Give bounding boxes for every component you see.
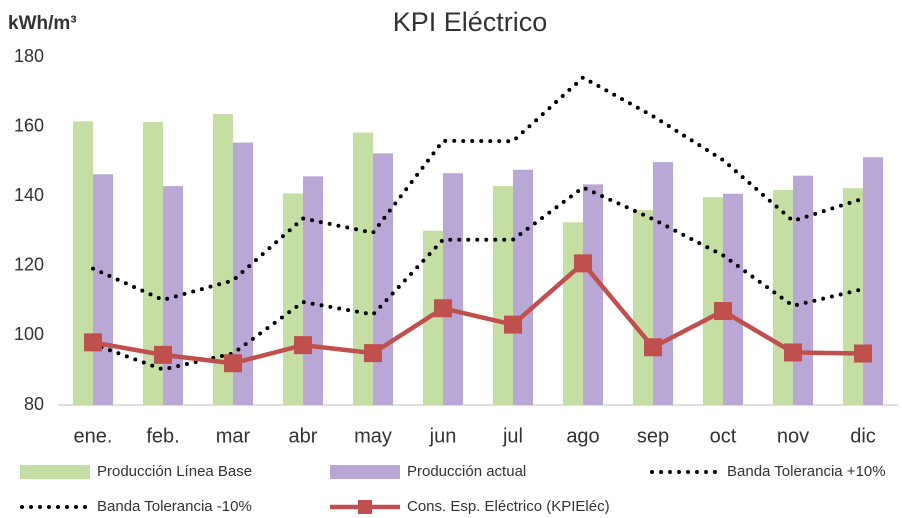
marker	[434, 299, 452, 318]
bar	[493, 186, 513, 405]
legend-swatch	[20, 465, 90, 479]
marker	[714, 302, 732, 321]
bar	[93, 174, 113, 405]
marker	[574, 254, 592, 273]
bar	[563, 222, 583, 405]
x-tick-label: abr	[289, 425, 318, 447]
x-tick-label: ene.	[74, 425, 113, 447]
marker	[364, 344, 382, 363]
x-tick-label: jun	[429, 425, 457, 447]
marker	[84, 333, 102, 352]
marker	[224, 354, 242, 373]
bar	[303, 176, 323, 405]
marker	[154, 345, 172, 364]
bar	[793, 175, 813, 405]
x-tick-label: sep	[637, 425, 669, 447]
y-tick-label: 180	[14, 46, 44, 66]
bar	[353, 132, 373, 406]
bar	[213, 114, 233, 406]
bar	[143, 122, 163, 406]
marker	[854, 344, 872, 363]
dotted-line	[91, 185, 865, 372]
marker	[504, 315, 522, 334]
bar	[443, 173, 463, 405]
bar	[843, 188, 863, 405]
x-tick-label: feb.	[146, 425, 179, 447]
x-tick-label: ago	[566, 425, 599, 447]
legend-label: Banda Tolerancia -10%	[97, 498, 252, 515]
bar	[163, 186, 183, 405]
y-tick-label: 80	[24, 394, 44, 414]
bar	[633, 210, 653, 405]
bar	[653, 162, 673, 405]
x-tick-label: nov	[777, 425, 809, 447]
x-tick-label: oct	[710, 425, 737, 447]
bar	[513, 169, 533, 405]
bar	[703, 197, 723, 405]
x-tick-label: jul	[502, 425, 523, 447]
marker	[784, 343, 802, 362]
bar	[863, 157, 883, 405]
y-axis-title: kWh/m³	[8, 13, 77, 34]
dotted-line	[91, 75, 865, 302]
y-tick-label: 140	[14, 185, 44, 205]
bar	[283, 193, 303, 405]
legend-label: Cons. Esp. Eléctrico (KPIEléc)	[407, 498, 610, 515]
legend-label: Producción Línea Base	[97, 463, 252, 480]
legend-label: Banda Tolerancia +10%	[727, 463, 886, 480]
marker	[294, 336, 312, 355]
chart-title: KPI Eléctrico	[393, 7, 548, 37]
bar	[373, 153, 393, 405]
line	[90, 261, 866, 366]
x-tick-label: mar	[216, 425, 251, 447]
legend-swatch	[358, 500, 372, 514]
legend-swatch	[330, 465, 400, 479]
y-tick-label: 100	[14, 324, 44, 344]
x-tick-label: may	[354, 425, 392, 447]
bar	[583, 184, 603, 405]
marker	[644, 338, 662, 357]
y-tick-label: 120	[14, 255, 44, 275]
y-tick-label: 160	[14, 115, 44, 135]
x-tick-label: dic	[850, 425, 876, 447]
bar	[73, 121, 93, 405]
legend-label: Producción actual	[407, 463, 526, 480]
bar	[723, 193, 743, 405]
bar	[423, 230, 443, 405]
